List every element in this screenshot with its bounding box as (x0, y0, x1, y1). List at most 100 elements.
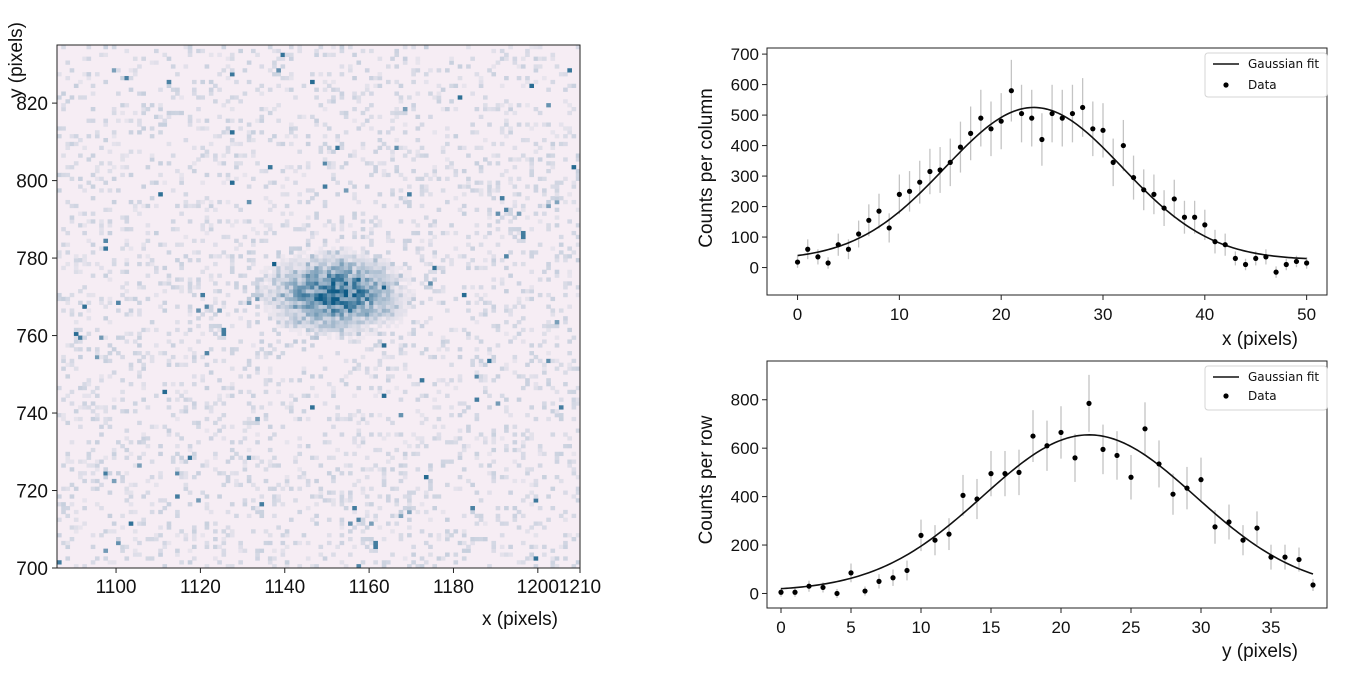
heatmap-cell (369, 238, 374, 243)
column-plot-data-point (1171, 196, 1177, 202)
heatmap-cell (470, 246, 475, 251)
heatmap-cell (179, 393, 184, 398)
heatmap-cell (305, 238, 311, 243)
heatmap-cell (512, 517, 518, 522)
heatmap-cell (145, 556, 151, 561)
heatmap-cell (284, 75, 290, 81)
heatmap-cell (78, 354, 83, 360)
heatmap-cell (364, 467, 370, 472)
heatmap-cell (369, 300, 374, 305)
column-plot-data-point (1304, 260, 1310, 266)
column-plot-y-tick-label: 200 (731, 198, 759, 217)
heatmap-cell (246, 513, 252, 519)
heatmap-cell (356, 323, 362, 329)
heatmap-cell (141, 521, 146, 526)
heatmap-cell (259, 296, 265, 302)
heatmap-cell (213, 134, 218, 139)
heatmap-cell (470, 122, 475, 127)
heatmap-cell (533, 211, 539, 216)
heatmap-cell (512, 432, 518, 437)
heatmap-cell (284, 560, 290, 565)
heatmap-cell (284, 192, 290, 197)
heatmap-cell (204, 463, 210, 468)
heatmap-cell (238, 455, 243, 460)
heatmap-cell (373, 277, 378, 282)
heatmap-cell (208, 199, 214, 205)
heatmap-cell (385, 521, 391, 526)
heatmap-cell (69, 440, 75, 445)
heatmap-cell (82, 459, 87, 464)
heatmap-cell (276, 281, 281, 286)
heatmap-cell (419, 246, 425, 251)
heatmap-cell (217, 560, 222, 565)
heatmap-cell (352, 331, 357, 336)
heatmap-cell (276, 296, 281, 302)
heatmap-cell (520, 451, 526, 457)
heatmap-cell (398, 471, 404, 476)
heatmap-cell (520, 56, 526, 61)
heatmap-cell (225, 199, 231, 205)
heatmap-cell (525, 137, 530, 143)
heatmap-cell (255, 277, 260, 282)
column-plot-data-point (1293, 258, 1300, 265)
heatmap-cell (259, 513, 265, 519)
heatmap-cell (293, 316, 298, 321)
heatmap-cell (124, 339, 130, 344)
heatmap-cell (331, 300, 336, 305)
heatmap-cell (529, 250, 535, 255)
heatmap-cell (284, 52, 290, 58)
row-plot-y-tick-label: 800 (731, 391, 759, 410)
heatmap-cell (343, 304, 349, 309)
heatmap-cell (82, 223, 87, 228)
heatmap-cell (352, 413, 357, 418)
heatmap-cell (381, 354, 387, 360)
heatmap-cell (78, 289, 83, 294)
heatmap-cell (221, 161, 227, 166)
heatmap-cell (267, 486, 273, 491)
heatmap-cell (132, 56, 138, 61)
heatmap-cell (196, 281, 201, 286)
heatmap-cell (461, 145, 467, 150)
heatmap-cell (217, 335, 222, 340)
heatmap-cell (65, 60, 71, 65)
heatmap-cell (474, 230, 480, 236)
heatmap-cell (546, 494, 551, 499)
heatmap-cell (82, 188, 87, 193)
heatmap-cell (305, 506, 311, 511)
heatmap-cell (440, 556, 446, 561)
heatmap-cell (381, 316, 387, 321)
heatmap-cell (499, 126, 505, 131)
heatmap-cell (394, 52, 400, 58)
heatmap-cell (297, 296, 303, 302)
heatmap-cell (478, 362, 484, 367)
heatmap-cell (242, 463, 248, 468)
heatmap-cell (326, 292, 332, 298)
heatmap-cell (116, 308, 121, 313)
heatmap-cell (478, 242, 484, 247)
heatmap-cell (504, 134, 509, 139)
heatmap-cell (288, 269, 294, 274)
heatmap-cell (352, 436, 357, 441)
heatmap-cell (99, 354, 104, 360)
heatmap-cell (288, 320, 294, 325)
heatmap-cell (229, 424, 235, 429)
heatmap-cell (470, 506, 475, 511)
heatmap-cell (381, 261, 387, 267)
heatmap-cell (364, 475, 370, 480)
heatmap-cell (305, 223, 311, 228)
heatmap-cell (415, 60, 421, 65)
heatmap-cell (491, 432, 497, 437)
heatmap-cell (529, 285, 535, 290)
heatmap-cell (166, 521, 172, 526)
heatmap-cell (124, 498, 130, 503)
heatmap-cell (297, 45, 303, 50)
heatmap-cell (440, 339, 446, 344)
heatmap-cell (499, 83, 505, 89)
heatmap-cell (571, 366, 577, 371)
column-plot-data-point (845, 246, 852, 252)
heatmap-cell (360, 517, 366, 522)
heatmap-cell (272, 463, 277, 468)
heatmap-cell (546, 87, 551, 92)
heatmap-cell (196, 48, 201, 54)
heatmap-cell (267, 273, 273, 278)
